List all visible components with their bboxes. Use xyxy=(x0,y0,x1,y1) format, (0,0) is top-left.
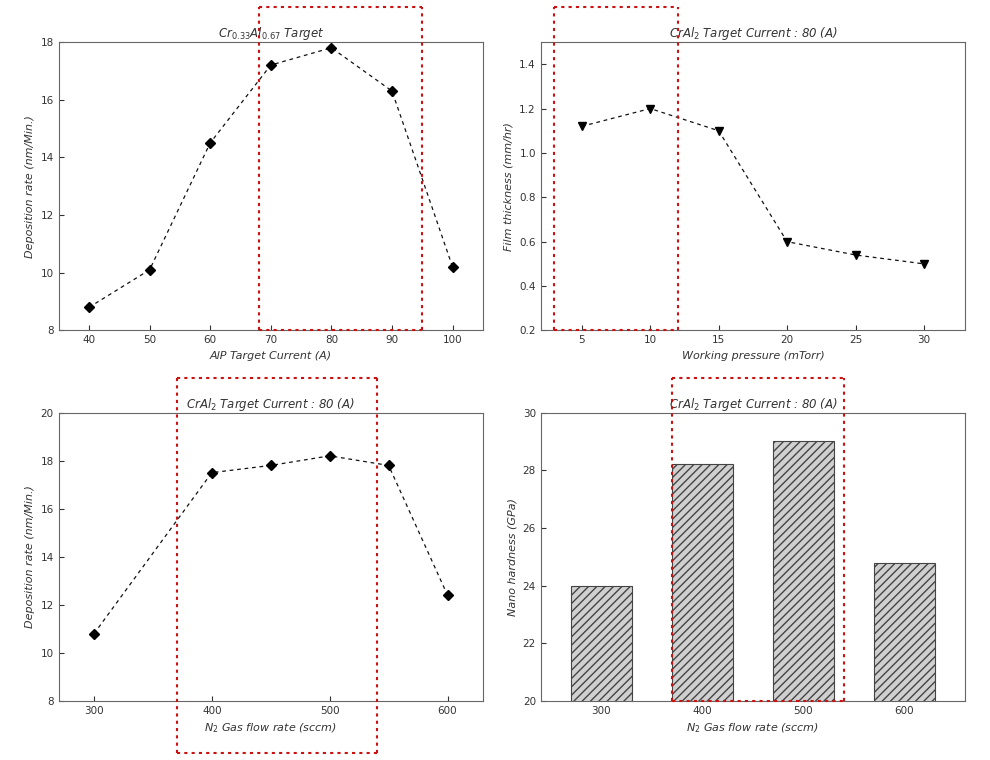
Y-axis label: Deposition rate (nm/Min.): Deposition rate (nm/Min.) xyxy=(25,486,35,629)
Title: CrAl$_2$ Target Current : 80 (A): CrAl$_2$ Target Current : 80 (A) xyxy=(186,395,355,413)
X-axis label: Working pressure (mTorr): Working pressure (mTorr) xyxy=(681,351,825,361)
X-axis label: AlP Target Current (A): AlP Target Current (A) xyxy=(210,351,332,361)
Bar xyxy=(874,562,935,760)
Y-axis label: Film thickness (mm/hr): Film thickness (mm/hr) xyxy=(504,122,514,251)
X-axis label: $N_2$ Gas flow rate (sccm): $N_2$ Gas flow rate (sccm) xyxy=(204,721,338,735)
Title: Cr$_{0.33}$Al$_{0.67}$ Target: Cr$_{0.33}$Al$_{0.67}$ Target xyxy=(218,25,324,42)
Bar xyxy=(773,442,834,760)
Bar xyxy=(672,464,733,760)
Y-axis label: Nano hardness (GPa): Nano hardness (GPa) xyxy=(507,498,517,616)
X-axis label: $N_2$ Gas flow rate (sccm): $N_2$ Gas flow rate (sccm) xyxy=(686,721,820,735)
Y-axis label: Deposition rate (nm/Min.): Deposition rate (nm/Min.) xyxy=(25,115,35,258)
Title: CrAl$_2$ Target Current : 80 (A): CrAl$_2$ Target Current : 80 (A) xyxy=(668,25,838,42)
Title: CrAl$_2$ Target Current : 80 (A): CrAl$_2$ Target Current : 80 (A) xyxy=(668,395,838,413)
Bar xyxy=(571,586,632,760)
